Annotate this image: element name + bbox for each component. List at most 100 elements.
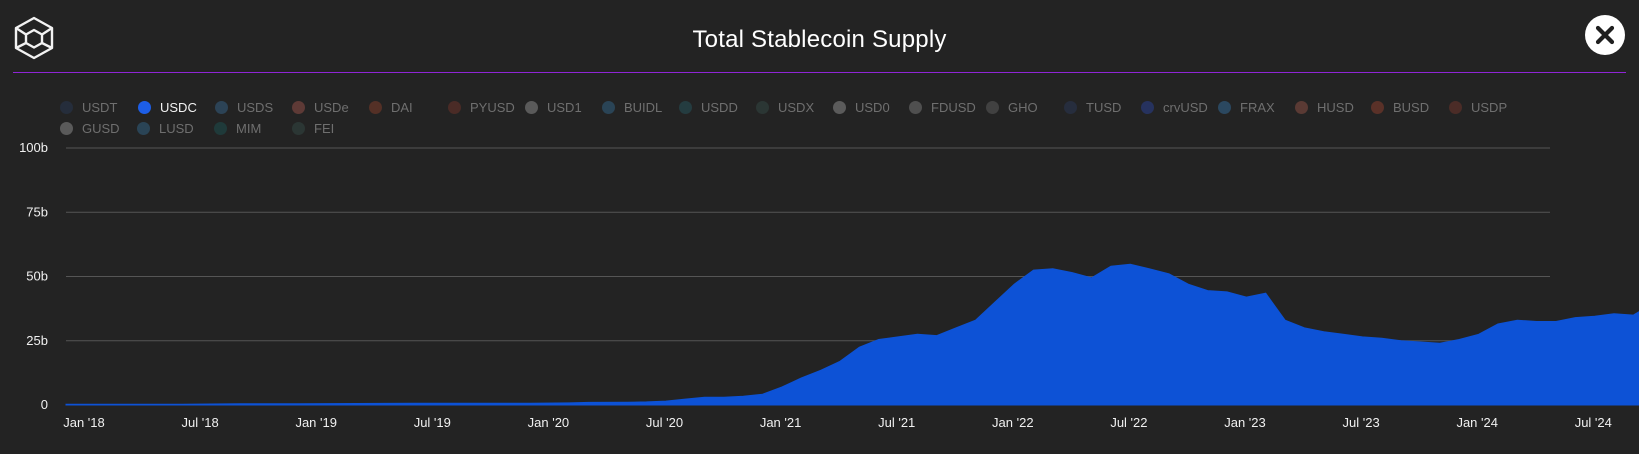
legend-dot-icon — [756, 100, 769, 114]
legend-label: GHO — [1008, 99, 1038, 115]
legend-item-usd0[interactable]: USD0 — [833, 100, 909, 115]
legend-item-usdp[interactable]: USDP — [1449, 100, 1519, 115]
legend-label: USDP — [1471, 99, 1508, 115]
legend-label: PYUSD — [470, 99, 515, 115]
legend-item-crvusd[interactable]: crvUSD — [1141, 100, 1218, 115]
legend-item-pyusd[interactable]: PYUSD — [448, 100, 525, 115]
x-tick-label: Jul '20 — [646, 415, 683, 430]
legend-label: USDT — [82, 99, 118, 115]
legend-row: USDT USDC USDS USDe DAI PYUSD USD1 BUIDL USDD USD… — [60, 97, 1580, 117]
y-tick-label: 75b — [26, 204, 48, 219]
legend-item-usdc[interactable]: USDC — [138, 100, 215, 115]
y-tick-label: 0 — [41, 397, 48, 412]
x-tick-label: Jul '22 — [1110, 415, 1147, 430]
legend-label: DAI — [391, 99, 413, 115]
legend-dot-icon — [1449, 100, 1462, 114]
x-tick-label: Jan '20 — [528, 415, 570, 430]
series-layer — [65, 205, 1639, 406]
legend-label: GUSD — [82, 120, 120, 136]
legend-item-buidl[interactable]: BUIDL — [602, 100, 679, 115]
legend-label: USDS — [237, 99, 274, 115]
legend-item-dai[interactable]: DAI — [369, 100, 448, 115]
legend-item-usdt[interactable]: USDT — [60, 100, 138, 115]
legend-dot-icon — [909, 100, 922, 114]
legend-dot-icon — [679, 100, 692, 114]
legend-item-usdd[interactable]: USDD — [679, 100, 756, 115]
legend-label: LUSD — [159, 120, 194, 136]
legend-label: USD1 — [547, 99, 582, 115]
y-tick-label: 50b — [26, 269, 48, 284]
legend-item-usds[interactable]: USDS — [215, 100, 292, 115]
y-axis: 0 25b 50b 75b 100b — [19, 140, 48, 412]
legend-item-tusd[interactable]: TUSD — [1064, 100, 1141, 115]
legend-item-gho[interactable]: GHO — [986, 100, 1064, 115]
series-area-usdc[interactable] — [65, 205, 1639, 406]
legend-dot-icon — [525, 100, 538, 114]
legend-item-frax[interactable]: FRAX — [1218, 100, 1295, 115]
legend-dot-icon — [369, 100, 382, 114]
chart-legend: USDT USDC USDS USDe DAI PYUSD USD1 BUIDL USDD USD… — [60, 97, 1580, 139]
legend-label: USDe — [314, 99, 349, 115]
legend-label: MIM — [236, 120, 262, 136]
legend-dot-icon — [448, 100, 461, 114]
legend-label: TUSD — [1086, 99, 1122, 115]
legend-dot-icon — [137, 121, 150, 135]
cube-logo-icon — [14, 16, 54, 60]
x-tick-label: Jan '22 — [992, 415, 1034, 430]
y-tick-label: 100b — [19, 140, 48, 155]
legend-label: HUSD — [1317, 99, 1354, 115]
legend-dot-icon — [60, 100, 73, 114]
legend-dot-icon — [833, 100, 846, 114]
legend-item-husd[interactable]: HUSD — [1295, 100, 1371, 115]
x-tick-label: Jul '24 — [1575, 415, 1612, 430]
legend-dot-icon — [1064, 100, 1077, 114]
legend-item-fei[interactable]: FEI — [292, 121, 352, 136]
x-tick-label: Jan '23 — [1224, 415, 1266, 430]
legend-dot-icon — [1141, 100, 1154, 114]
legend-label: crvUSD — [1163, 99, 1208, 115]
legend-dot-icon — [292, 121, 305, 135]
close-button[interactable] — [1585, 15, 1625, 55]
y-tick-label: 25b — [26, 333, 48, 348]
legend-label: USDD — [701, 99, 738, 115]
legend-label: USDX — [778, 99, 815, 115]
legend-item-lusd[interactable]: LUSD — [137, 121, 214, 136]
x-tick-label: Jan '24 — [1456, 415, 1498, 430]
legend-item-usdx[interactable]: USDX — [756, 100, 833, 115]
legend-item-gusd[interactable]: GUSD — [60, 121, 137, 136]
legend-dot-icon — [1218, 100, 1231, 114]
legend-dot-icon — [1371, 100, 1384, 114]
x-tick-label: Jan '18 — [63, 415, 105, 430]
x-tick-label: Jan '19 — [295, 415, 337, 430]
legend-label: FRAX — [1240, 99, 1275, 115]
legend-item-mim[interactable]: MIM — [214, 121, 292, 136]
header-divider — [13, 72, 1626, 73]
legend-label: BUIDL — [624, 99, 663, 115]
legend-dot-icon — [986, 100, 999, 114]
x-tick-label: Jul '21 — [878, 415, 915, 430]
legend-item-usde[interactable]: USDe — [292, 100, 369, 115]
legend-label: USDC — [160, 99, 197, 115]
x-tick-label: Jul '19 — [414, 415, 451, 430]
legend-label: BUSD — [1393, 99, 1430, 115]
legend-dot-icon — [215, 100, 228, 114]
x-tick-label: Jul '23 — [1343, 415, 1380, 430]
legend-dot-icon — [292, 100, 305, 114]
legend-label: FEI — [314, 120, 335, 136]
legend-item-busd[interactable]: BUSD — [1371, 100, 1449, 115]
legend-dot-icon — [60, 121, 73, 135]
chart-title: Total Stablecoin Supply — [692, 26, 947, 53]
legend-dot-icon — [214, 121, 227, 135]
x-tick-label: Jul '18 — [182, 415, 219, 430]
legend-item-usd1[interactable]: USD1 — [525, 100, 602, 115]
close-icon — [1595, 25, 1615, 45]
legend-item-fdusd[interactable]: FDUSD — [909, 100, 986, 115]
legend-dot-icon — [1295, 100, 1308, 114]
legend-dot-icon — [602, 100, 615, 114]
x-tick-label: Jan '21 — [760, 415, 802, 430]
legend-label: FDUSD — [931, 99, 976, 115]
legend-label: USD0 — [855, 99, 890, 115]
legend-row: GUSD LUSD MIM FEI — [60, 118, 1580, 138]
